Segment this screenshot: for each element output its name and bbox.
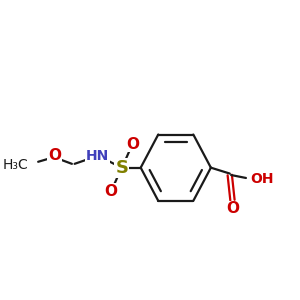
Text: O: O [104, 184, 118, 199]
Text: S: S [115, 159, 128, 177]
Text: H₃C: H₃C [3, 158, 29, 172]
Text: O: O [126, 136, 139, 152]
Text: O: O [226, 201, 239, 216]
Text: OH: OH [250, 172, 274, 186]
Text: HN: HN [86, 149, 109, 163]
Text: O: O [48, 148, 61, 164]
